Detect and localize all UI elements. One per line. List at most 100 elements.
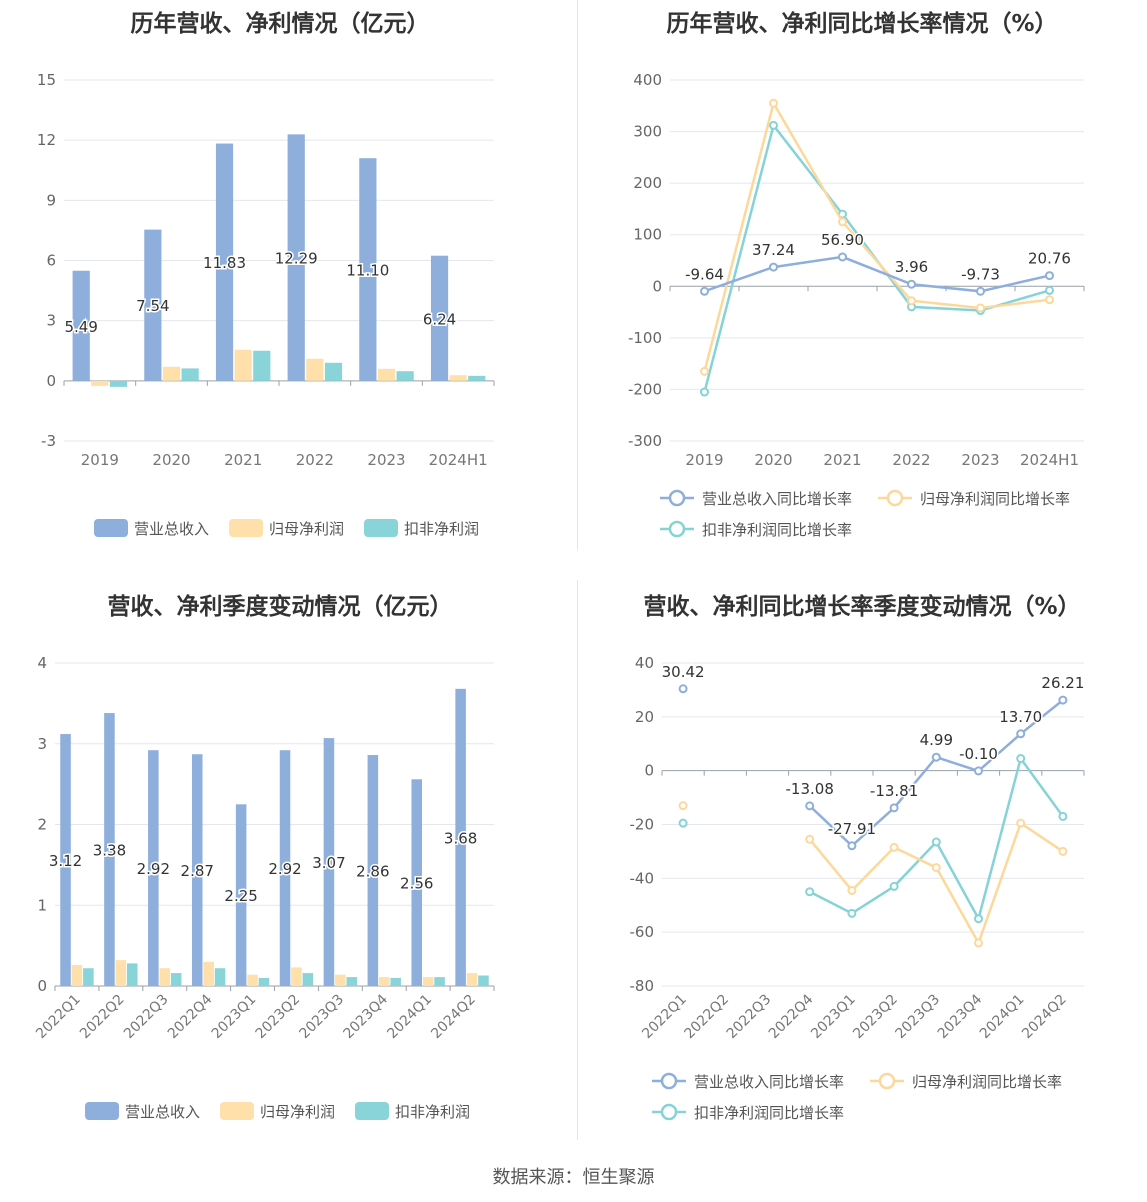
- data-label: 2.25: [224, 887, 257, 905]
- legend-swatch: [355, 1102, 389, 1120]
- bar: [430, 255, 449, 381]
- x-tick-label: 2024Q2: [428, 992, 479, 1043]
- y-tick-label: -3: [41, 432, 56, 450]
- bar: [478, 975, 489, 986]
- y-tick-label: 3: [37, 735, 47, 753]
- data-label: 2.87: [181, 862, 214, 880]
- data-point: [976, 303, 985, 313]
- x-tick-label: 2019: [685, 451, 723, 469]
- data-label: 3.68: [444, 829, 477, 847]
- data-label: 4.99: [920, 731, 953, 749]
- series-line: [703, 99, 1050, 372]
- data-label: 2.56: [400, 875, 433, 893]
- bar: [72, 270, 90, 381]
- x-tick-label: 2024Q1: [977, 992, 1028, 1043]
- chart-title: 营收、净利同比增长率季度变动情况（%）: [643, 594, 1081, 620]
- data-point: [847, 841, 857, 851]
- bar: [247, 974, 258, 986]
- bar: [411, 779, 423, 986]
- x-tick-label: 2022: [296, 451, 334, 469]
- data-label: 6.24: [423, 310, 456, 328]
- bar: [396, 371, 414, 381]
- legend-label: 扣非净利润同比增长率: [694, 1104, 844, 1122]
- bar: [258, 977, 270, 986]
- data-point: [678, 818, 688, 828]
- data-label: 37.24: [752, 241, 795, 259]
- data-label: 3.07: [312, 854, 345, 872]
- data-label: 2.92: [268, 860, 301, 878]
- x-tick-label: 2019: [81, 451, 119, 469]
- y-tick-label: -20: [630, 816, 655, 834]
- data-point: [974, 914, 983, 924]
- y-tick-label: 12: [37, 131, 56, 149]
- data-label: 26.21: [1041, 674, 1084, 692]
- x-tick-label: 2020: [152, 451, 190, 469]
- legend-marker: [668, 489, 686, 507]
- y-tick-label: 1: [37, 896, 47, 914]
- y-tick-label: -40: [630, 869, 655, 887]
- bar: [434, 977, 445, 986]
- data-point: [847, 908, 857, 918]
- bar: [359, 158, 377, 381]
- data-label: -9.64: [685, 265, 724, 283]
- bar: [126, 963, 138, 986]
- data-point: [907, 296, 916, 306]
- bar: [104, 713, 115, 986]
- y-tick-label: 40: [635, 654, 654, 672]
- bar: [291, 967, 302, 986]
- legend-marker: [660, 1103, 678, 1121]
- x-tick-label: 2023Q3: [893, 992, 944, 1043]
- data-label: 56.90: [821, 231, 864, 249]
- x-tick-label: 2020: [754, 451, 792, 469]
- data-point: [1045, 285, 1054, 295]
- data-point: [889, 881, 899, 891]
- bar: [235, 804, 247, 986]
- y-tick-label: 9: [46, 191, 56, 209]
- bar: [306, 358, 324, 381]
- data-label: -0.10: [959, 745, 998, 763]
- legend-label: 归母净利润同比增长率: [912, 1073, 1062, 1091]
- legend-swatch: [364, 519, 398, 537]
- legend-swatch: [229, 519, 263, 537]
- x-tick-label: 2023: [367, 451, 405, 469]
- y-tick-label: -300: [628, 432, 662, 450]
- bar: [83, 968, 94, 986]
- bar: [449, 375, 467, 381]
- y-tick-label: 6: [46, 252, 56, 270]
- legend-label: 归母净利润: [260, 1103, 335, 1121]
- data-point: [700, 387, 709, 397]
- x-tick-label: 2022Q3: [121, 992, 172, 1043]
- series-line: [704, 255, 1050, 293]
- y-tick-label: 0: [46, 372, 56, 390]
- bar: [455, 688, 466, 986]
- data-point: [838, 252, 847, 262]
- bar: [159, 968, 171, 986]
- legend-label: 扣非净利润同比增长率: [702, 521, 852, 539]
- bar: [162, 366, 181, 381]
- bar: [468, 375, 486, 381]
- y-tick-label: -100: [628, 329, 662, 347]
- data-label: 3.12: [49, 852, 82, 870]
- y-tick-label: 0: [652, 277, 662, 295]
- annual-growth-panel: 历年营收、净利同比增长率情况（%） 400 300 200 100 0 -100 -200 -…: [577, 0, 1147, 560]
- y-tick-label: 3: [46, 312, 56, 330]
- data-point: [1058, 846, 1068, 856]
- data-point: [805, 887, 815, 897]
- legend-swatch: [94, 519, 128, 537]
- quarterly-growth-panel: 营收、净利同比增长率季度变动情况（%） 40 20 0 -20 -40 -60 -80 202…: [577, 583, 1147, 1153]
- x-tick-label: 2024Q1: [384, 992, 435, 1043]
- x-tick-label: 2023: [961, 451, 999, 469]
- data-point: [1058, 695, 1068, 705]
- data-point: [907, 279, 916, 289]
- data-point: [769, 98, 778, 108]
- x-tick-label: 2022Q1: [33, 992, 84, 1043]
- x-tick-label: 2021: [224, 451, 262, 469]
- data-label: 20.76: [1028, 250, 1071, 268]
- data-point: [889, 842, 899, 852]
- x-tick-label: 2022Q1: [639, 992, 690, 1043]
- quarterly-revenue-panel: 营收、净利季度变动情况（亿元） 4 3 2 1 0 2022Q1 2022Q2 2022Q3 2…: [0, 583, 560, 1153]
- bar: [466, 973, 478, 986]
- x-tick-label: 2023Q2: [253, 992, 304, 1043]
- x-tick-label: 2024Q2: [1019, 992, 1070, 1043]
- data-point: [700, 286, 709, 296]
